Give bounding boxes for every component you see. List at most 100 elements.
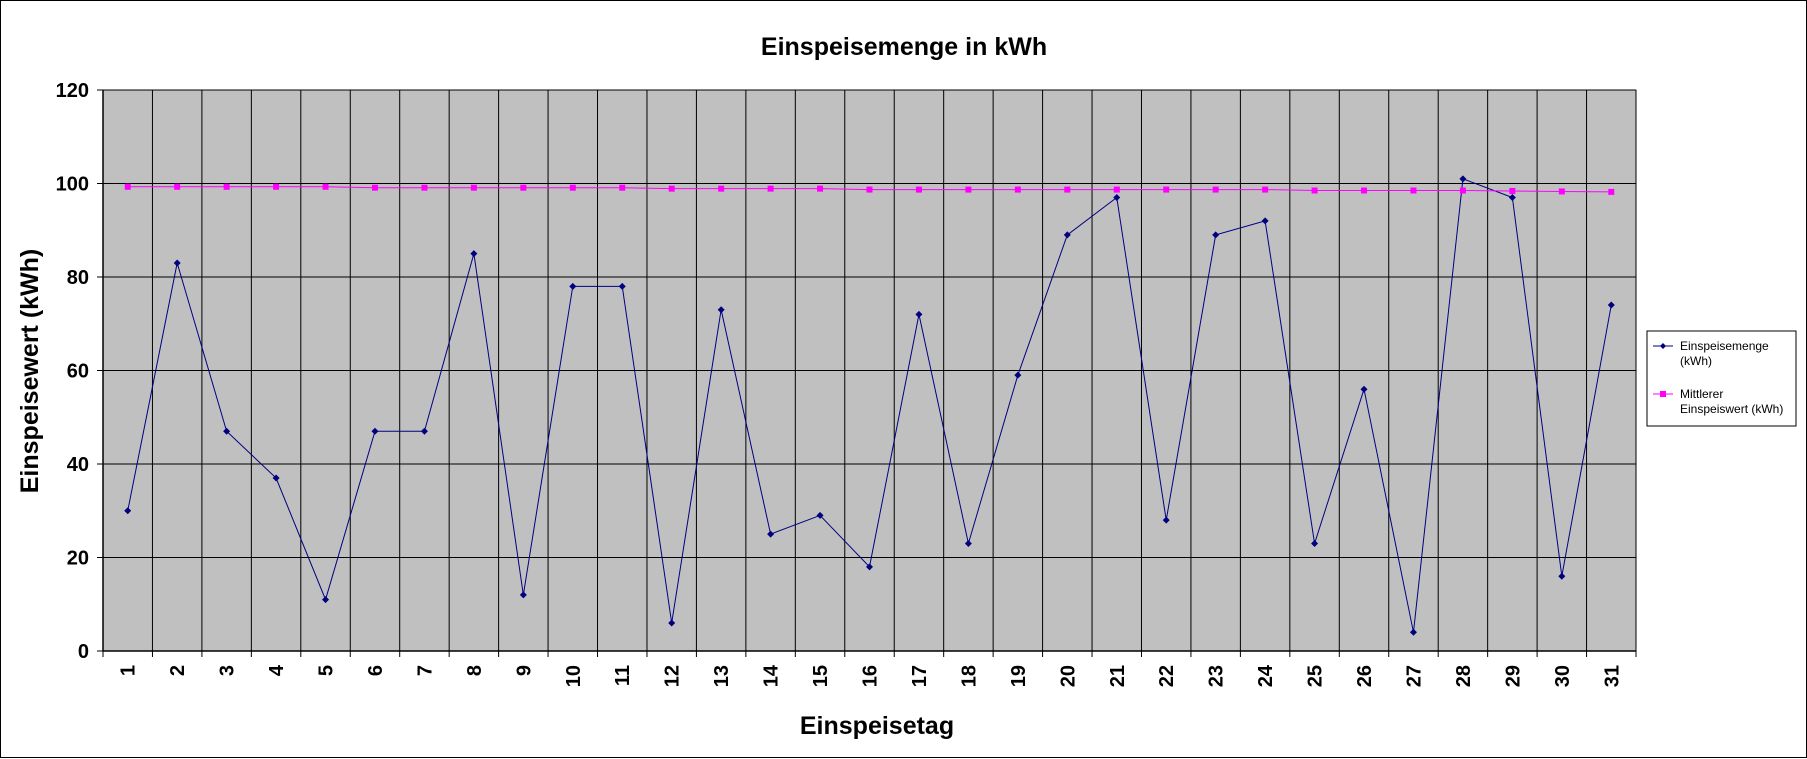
x-tick-label: 2: [167, 665, 189, 676]
data-point: [866, 186, 873, 193]
series-einspeisemenge: [124, 175, 1615, 636]
data-point: [174, 183, 181, 190]
x-tick-label: 17: [909, 665, 931, 687]
data-point: [1509, 187, 1516, 194]
x-tick-label: 9: [513, 665, 535, 676]
data-point: [371, 427, 379, 435]
x-tick-label: 25: [1305, 665, 1327, 687]
data-point: [470, 250, 478, 258]
x-tick-label: 19: [1008, 665, 1030, 687]
data-point: [1410, 187, 1417, 194]
data-point: [1608, 188, 1615, 195]
data-point: [1261, 217, 1269, 225]
data-point: [817, 185, 824, 192]
data-point: [964, 539, 972, 547]
data-point: [223, 427, 231, 435]
data-point: [519, 591, 527, 599]
data-point: [1064, 186, 1071, 193]
x-tick-label: 23: [1206, 665, 1228, 687]
data-point: [718, 185, 725, 192]
y-tick-label: 80: [67, 267, 89, 289]
data-point: [866, 563, 873, 571]
data-point: [173, 259, 181, 267]
data-point: [1262, 186, 1269, 193]
data-point: [1311, 187, 1318, 194]
data-point: [371, 184, 378, 191]
x-tick-label: 3: [217, 665, 239, 676]
data-point: [915, 186, 922, 193]
y-tick-label: 100: [56, 174, 89, 196]
data-point: [767, 185, 774, 192]
x-tick-label: 16: [860, 665, 882, 687]
data-point: [1558, 188, 1565, 195]
x-axis-title: Einspeisetag: [800, 712, 954, 740]
data-point: [1508, 194, 1516, 202]
x-tick-label: 14: [761, 664, 783, 687]
x-tick-label: 21: [1107, 665, 1129, 687]
series-mittlerer-einspeiswert: [124, 183, 1615, 195]
data-point: [619, 184, 626, 191]
data-point: [915, 310, 923, 318]
data-point: [569, 282, 577, 290]
data-point: [1311, 539, 1319, 547]
data-point: [1163, 186, 1170, 193]
data-point: [470, 184, 477, 191]
y-tick-label: 40: [67, 454, 89, 476]
legend-label: Mittlerer: [1680, 387, 1723, 401]
data-point: [322, 183, 329, 190]
data-point: [1558, 572, 1566, 580]
y-tick-label: 120: [56, 80, 89, 102]
data-point: [421, 184, 428, 191]
x-tick-label: 20: [1057, 665, 1079, 687]
legend-label: Einspeisemenge: [1680, 339, 1769, 353]
data-point: [1113, 194, 1121, 202]
y-axis-title: Einspeisewert (kWh): [16, 249, 44, 494]
x-tick-label: 11: [612, 665, 634, 686]
x-tick-label: 13: [711, 665, 733, 687]
data-point: [1212, 186, 1219, 193]
data-point: [717, 306, 725, 314]
x-tick-label: 18: [958, 665, 980, 687]
data-point: [1607, 301, 1615, 309]
data-point: [1113, 186, 1120, 193]
x-tick-label: 8: [464, 665, 486, 676]
data-point: [322, 596, 330, 604]
data-point: [1014, 371, 1022, 379]
data-point: [1361, 187, 1368, 194]
data-point: [420, 427, 428, 435]
legend-entry: Einspeisemenge(kWh): [1653, 339, 1769, 368]
y-tick-label: 0: [78, 641, 89, 663]
x-tick-label: 4: [266, 664, 288, 676]
data-point: [618, 282, 626, 290]
x-tick-label: 15: [810, 665, 832, 687]
x-tick-label: 27: [1403, 665, 1425, 687]
legend-swatch-marker: [1660, 391, 1666, 397]
x-tick-label: 29: [1502, 665, 1524, 687]
data-point: [223, 183, 230, 190]
legend-label: Einspeiswert (kWh): [1680, 402, 1783, 416]
data-point: [273, 183, 280, 190]
x-tick-label: 31: [1601, 665, 1623, 687]
legend-swatch-marker: [1660, 343, 1666, 349]
data-point: [1063, 231, 1071, 239]
x-tick-label: 28: [1453, 665, 1475, 687]
data-point: [124, 183, 131, 190]
legend-box: [1646, 330, 1797, 427]
chart-title: Einspeisemenge in kWh: [761, 33, 1047, 61]
x-tick-label: 1: [118, 665, 140, 676]
data-point: [767, 530, 775, 538]
data-point: [1212, 231, 1220, 239]
x-tick-label: 30: [1552, 665, 1574, 687]
x-tick-label: 10: [563, 665, 585, 687]
data-point: [668, 619, 676, 627]
data-point: [1459, 175, 1467, 183]
y-tick-label: 20: [67, 548, 89, 570]
data-point: [569, 184, 576, 191]
data-point: [272, 474, 280, 482]
legend: Einspeisemenge(kWh) MittlererEinspeiswert…: [1646, 330, 1797, 427]
data-point: [816, 511, 824, 519]
